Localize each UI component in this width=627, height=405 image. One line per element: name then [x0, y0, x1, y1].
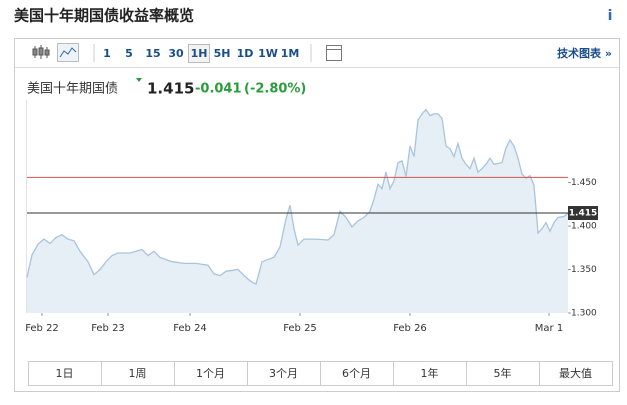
area-icon-frame[interactable]: [57, 43, 79, 62]
x-tick-label: Feb 23: [91, 323, 125, 334]
last-value-label: 1.415: [569, 209, 597, 219]
tech-chart-link[interactable]: 技术图表 »: [557, 46, 612, 60]
range-button[interactable]: [174, 361, 248, 386]
quote-name: 美国十年期国债: [27, 82, 118, 97]
last-value-badge: [568, 206, 598, 221]
y-tick-label: 1.300: [571, 309, 597, 319]
calendar-icon[interactable]: [326, 45, 342, 61]
range-bar: 1日 1周 1个月 3个月 6个月 1年 5年 最大值: [28, 361, 613, 386]
y-tick-label: 1.400: [571, 222, 597, 232]
interval-bar: 1 5 15 30 1H 5H 1D 1W 1M: [103, 44, 300, 63]
y-tick-label: 1.350: [571, 265, 597, 275]
y-tick-label: 1.450: [571, 178, 597, 188]
x-tick-label: Mar 1: [535, 323, 563, 334]
x-tick-label: Feb 22: [25, 323, 59, 334]
candle-icon[interactable]: [32, 45, 50, 59]
range-label[interactable]: 1年: [421, 366, 439, 380]
range-button[interactable]: [539, 361, 613, 386]
info-button[interactable]: [600, 5, 620, 25]
range-label[interactable]: 3个月: [269, 367, 298, 380]
range-button[interactable]: [28, 361, 102, 386]
down-arrow: [136, 78, 142, 82]
interval-button[interactable]: 1: [103, 47, 111, 60]
range-label[interactable]: 最大值: [559, 366, 592, 380]
range-label[interactable]: 1个月: [196, 367, 225, 380]
range-label[interactable]: 1周: [129, 367, 147, 380]
interval-button[interactable]: 1M: [281, 47, 300, 60]
area-icon[interactable]: [59, 47, 77, 58]
range-label[interactable]: 1日: [56, 367, 74, 380]
quote-change: -0.041: [195, 82, 242, 97]
range-label[interactable]: 5年: [494, 366, 512, 380]
interval-button[interactable]: 5H: [214, 47, 231, 60]
interval-button[interactable]: 30: [168, 47, 184, 60]
range-button[interactable]: [466, 361, 540, 386]
interval-button[interactable]: 1H: [191, 47, 208, 60]
quote-line: 美国十年期国债 1.415 -0.041 (-2.80%): [27, 78, 306, 98]
interval-active: [188, 44, 210, 63]
quote-last: 1.415: [147, 80, 194, 98]
x-tick-label: Feb 26: [393, 323, 427, 334]
range-button[interactable]: [393, 361, 467, 386]
x-tick-label: Feb 24: [173, 323, 207, 334]
area-fill: [27, 109, 568, 313]
range-label[interactable]: 6个月: [342, 367, 371, 380]
info-icon[interactable]: i: [608, 8, 613, 24]
price-line: [26, 108, 569, 286]
interval-button[interactable]: 1D: [237, 47, 254, 60]
plot: 1.300 1.350 1.400 1.450 Feb 22 Feb 23 Feb 24 Fe…: [25, 100, 598, 334]
x-tick-label: Feb 25: [283, 323, 317, 334]
interval-button[interactable]: 15: [145, 47, 160, 60]
quote-change-pct: (-2.80%): [244, 82, 306, 97]
range-button[interactable]: [247, 361, 321, 386]
widget-frame: [14, 38, 620, 392]
interval-button[interactable]: 5: [125, 47, 133, 60]
interval-button[interactable]: 1W: [258, 47, 278, 60]
range-button[interactable]: [101, 361, 175, 386]
page-title: 美国十年期国债收益率概览: [14, 7, 194, 25]
